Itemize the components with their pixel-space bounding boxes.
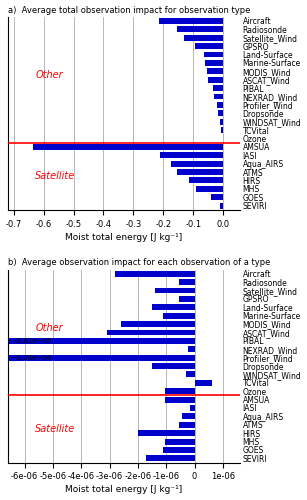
- Bar: [146, 456, 195, 462]
- Bar: [207, 68, 223, 74]
- Bar: [205, 60, 223, 66]
- Bar: [220, 118, 223, 124]
- X-axis label: Moist total energy [J kg⁻¹]: Moist total energy [J kg⁻¹]: [65, 232, 182, 241]
- Bar: [188, 346, 195, 352]
- Bar: [195, 380, 212, 386]
- Bar: [179, 279, 195, 285]
- Bar: [213, 85, 223, 91]
- Text: a)  Average total observation impact for observation type: a) Average total observation impact for …: [8, 6, 250, 15]
- Bar: [115, 271, 195, 276]
- Bar: [195, 43, 223, 49]
- Bar: [220, 202, 223, 208]
- Bar: [138, 430, 195, 436]
- Bar: [152, 304, 195, 310]
- Bar: [189, 178, 223, 184]
- Bar: [165, 438, 195, 444]
- Text: −2.24e−04: −2.24e−04: [11, 354, 52, 360]
- Text: Satellite: Satellite: [35, 171, 76, 181]
- Text: Other: Other: [35, 324, 63, 334]
- Bar: [161, 152, 223, 158]
- Bar: [179, 296, 195, 302]
- Bar: [177, 26, 223, 32]
- Bar: [163, 312, 195, 318]
- Text: b)  Average observation impact for each observation of a type: b) Average observation impact for each o…: [8, 258, 270, 268]
- Bar: [217, 102, 223, 108]
- Bar: [186, 372, 195, 378]
- Bar: [214, 94, 223, 100]
- Text: −2.81e−05: −2.81e−05: [11, 338, 52, 344]
- Bar: [185, 35, 223, 40]
- Bar: [8, 338, 195, 344]
- Text: Other: Other: [35, 70, 63, 81]
- Bar: [165, 396, 195, 402]
- Bar: [159, 18, 223, 24]
- Bar: [177, 169, 223, 175]
- Bar: [182, 414, 195, 420]
- Bar: [179, 422, 195, 428]
- Bar: [218, 110, 223, 116]
- Bar: [190, 405, 195, 411]
- Text: Satellite: Satellite: [35, 424, 76, 434]
- Bar: [155, 288, 195, 294]
- Bar: [196, 186, 223, 192]
- Bar: [163, 447, 195, 453]
- Bar: [33, 144, 223, 150]
- X-axis label: Moist total energy [J kg⁻¹]: Moist total energy [J kg⁻¹]: [65, 486, 182, 494]
- Bar: [152, 363, 195, 369]
- Bar: [107, 330, 195, 336]
- Bar: [221, 127, 223, 133]
- Bar: [204, 52, 223, 58]
- Bar: [208, 76, 223, 82]
- Bar: [171, 160, 223, 166]
- Bar: [121, 321, 195, 327]
- Bar: [8, 354, 195, 360]
- Bar: [165, 388, 195, 394]
- Bar: [212, 194, 223, 200]
